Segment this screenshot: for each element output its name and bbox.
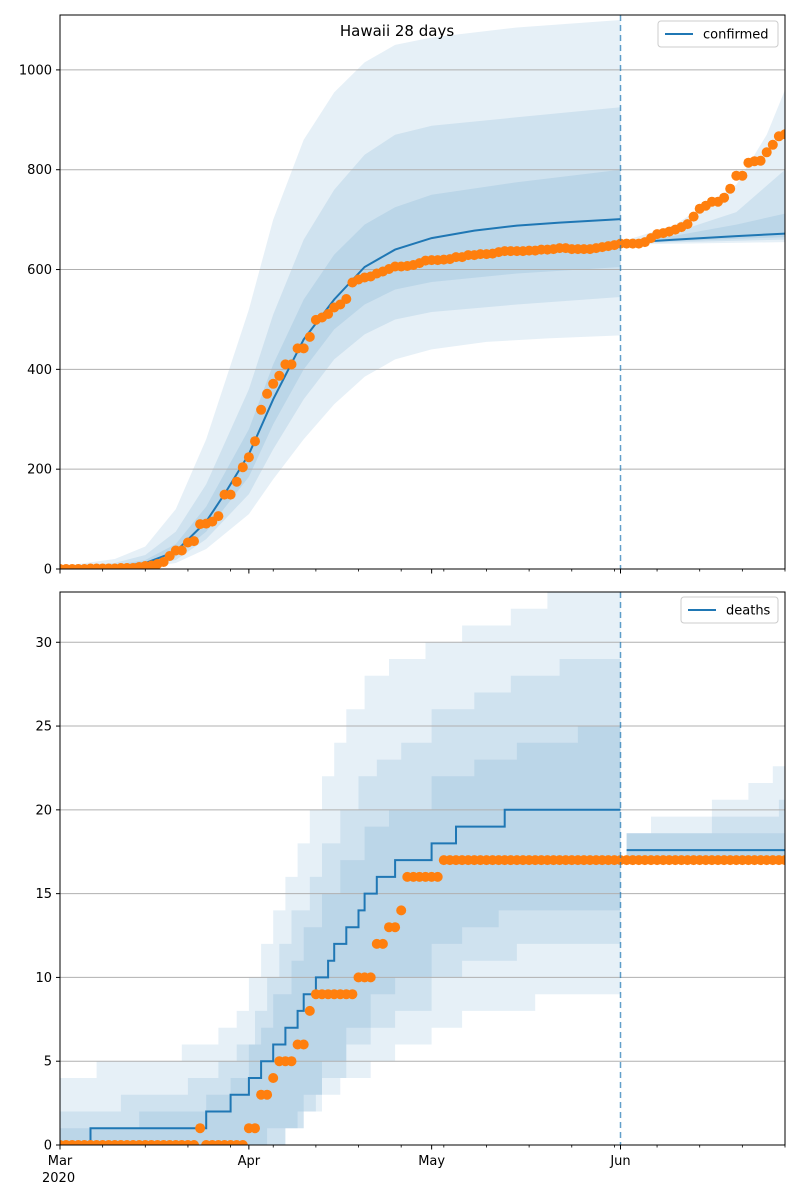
fitted-mean-line [60,808,621,1145]
observed-point [432,871,443,882]
y-tick-label: 10 [35,971,52,986]
confirmed-observed-points [60,129,785,569]
observed-point [250,436,260,447]
fitted-outer-band [60,592,621,1145]
y-tick-label: 5 [44,1055,52,1070]
deaths-gridlines [60,641,785,1062]
x-tick-label: Apr [238,1154,261,1169]
observed-point [365,972,376,983]
observed-point [262,388,273,399]
confirmed-x-ticks [59,569,786,574]
deaths-uncertainty-bands [60,592,785,1145]
observed-point [780,129,785,140]
forecast-middle-band [626,799,785,861]
observed-point [304,331,315,342]
observed-point [347,989,358,1000]
observed-point [390,922,401,933]
confirmed-panel: 0 200 400 600 800 1000 confirmed Hawaii 28 da… [19,14,786,578]
observed-point [298,1039,309,1050]
confirmed-legend: confirmed [657,20,779,48]
observed-point [761,147,772,158]
y-tick-label: 0 [44,1139,52,1154]
y-tick-label: 30 [35,636,52,651]
deaths-x-ticks [59,1145,786,1150]
legend-label-deaths: deaths [726,604,771,619]
observed-point [286,359,297,370]
observed-point [237,462,248,473]
observed-point [737,170,748,181]
deaths-panel: 0 5 10 15 20 25 30 Mar Apr May Jun deaths 2020 [35,591,786,1186]
figure-title: Hawaii 28 days [340,22,454,40]
observed-point [268,1073,279,1083]
fitted-middle-band [60,659,621,1145]
fitted-outer-band [60,20,621,569]
observed-point [396,905,407,916]
legend-label-confirmed: confirmed [703,28,769,43]
observed-point [377,938,388,949]
deaths-x-tick-labels: Mar Apr May Jun [48,1154,631,1169]
observed-point [243,452,254,463]
legend-box [680,596,779,624]
x-tick-label: May [418,1154,445,1169]
y-tick-label: 600 [27,263,52,278]
y-tick-label: 0 [44,563,52,578]
forecast-middle-band [620,169,785,244]
forecast-inner-band [626,833,785,861]
observed-point [719,192,730,203]
observed-point [304,1005,315,1016]
deaths-legend: deaths [680,596,779,624]
x-axis-year-label: 2020 [42,1171,75,1186]
forecast-outer-band [626,766,785,861]
observed-point [767,139,778,150]
y-tick-label: 20 [35,803,52,818]
y-tick-label: 1000 [19,63,52,78]
observed-point [213,511,224,522]
x-tick-label: Mar [48,1154,73,1169]
confirmed-gridlines [60,69,785,470]
deaths-observed-points [60,855,785,1145]
deaths-model-lines [60,808,785,1145]
y-tick-label: 15 [35,887,52,902]
observed-point [755,155,766,166]
observed-point [780,855,785,866]
observed-point [250,1123,260,1134]
observed-point [195,1123,206,1134]
observed-point [274,370,285,381]
observed-point [237,1140,248,1145]
observed-point [323,309,334,319]
forecast-outer-band [620,89,785,245]
deaths-axes-frame [59,591,786,1146]
fitted-inner-band [60,726,621,1145]
confirmed-y-axis: 0 200 400 600 800 1000 [19,63,60,578]
observed-point [158,557,169,567]
observed-point [298,343,309,354]
observed-point [231,476,242,487]
legend-box [657,20,779,48]
observed-point [176,545,187,556]
confirmed-axes-frame [59,14,786,570]
observed-point [189,1140,199,1145]
y-tick-label: 400 [27,363,52,378]
observed-point [225,489,236,500]
y-tick-label: 25 [35,720,52,735]
y-tick-label: 200 [27,463,52,478]
y-tick-label: 800 [27,163,52,178]
x-tick-label: Jun [609,1154,630,1169]
observed-point [682,219,693,230]
fitted-middle-band [60,107,621,569]
observed-point [262,1089,273,1100]
observed-point [341,294,352,304]
observed-point [189,536,199,547]
observed-point [286,1056,297,1067]
observed-point [256,404,267,415]
observed-point [268,378,279,389]
observed-point [688,211,699,222]
deaths-y-axis: 0 5 10 15 20 25 30 [35,636,60,1154]
observed-point [725,183,736,194]
